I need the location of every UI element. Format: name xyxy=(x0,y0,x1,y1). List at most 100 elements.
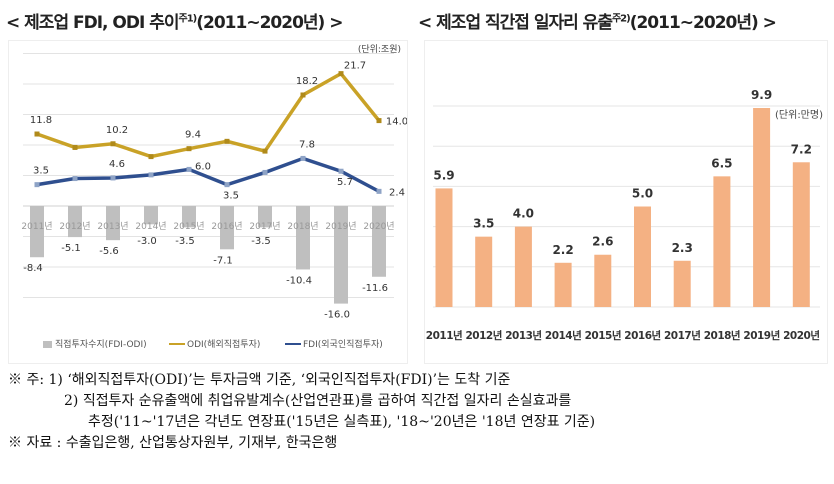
right-title-text: < 제조업 직간접 일자리 유출 xyxy=(418,13,613,33)
right-chart-title: < 제조업 직간접 일자리 유출주2)(2011~2020년) > xyxy=(418,8,777,33)
job-bar xyxy=(753,108,771,307)
odi-point xyxy=(376,118,382,124)
fdi-point xyxy=(34,182,40,188)
net-bar-label: -7.1 xyxy=(213,255,233,266)
left-chart-title: < 제조업 FDI, ODI 추이주1)(2011~2020년) > xyxy=(6,8,343,33)
fdi-point xyxy=(186,166,192,172)
net-bar xyxy=(296,206,310,270)
odi-label: 21.7 xyxy=(344,61,366,72)
job-bar xyxy=(435,188,453,307)
x-tick-label: 2012년 xyxy=(466,329,502,342)
job-bar-label: 4.0 xyxy=(513,207,534,221)
x-tick-label: 2020년 xyxy=(783,329,819,342)
odi-line xyxy=(36,71,381,159)
odi-point xyxy=(338,71,344,77)
job-bar xyxy=(594,254,612,307)
net-bar-label: -5.1 xyxy=(61,243,81,254)
job-bar-label: 2.3 xyxy=(672,241,693,255)
x-tick-label: 2014년 xyxy=(545,329,581,342)
unit-label: (단위:조원) xyxy=(358,44,401,55)
fdi-label: 7.8 xyxy=(299,139,315,150)
x-tick-label: 2011년 xyxy=(426,329,462,342)
fdi-point xyxy=(376,188,382,194)
x-tick-label: 2013년 xyxy=(97,221,128,232)
x-tick-label: 2019년 xyxy=(743,329,779,342)
x-tick-label: 2015년 xyxy=(585,329,621,342)
job-bar xyxy=(673,260,691,307)
x-tick-label: 2011년 xyxy=(21,221,52,232)
note-1: ※ 주: 1) ‘해외직접투자(ODI)’는 투자금액 기준, ‘외국인직접투자… xyxy=(8,372,511,388)
legend-odi-label: ODI(해외직접투자) xyxy=(187,338,260,350)
right-title-period: (2011~2020년) > xyxy=(629,13,777,33)
net-bar-label: -11.6 xyxy=(362,283,388,294)
x-tick-label: 2018년 xyxy=(287,221,318,232)
odi-point xyxy=(72,144,78,150)
x-tick-label: 2017년 xyxy=(664,329,700,342)
odi-point xyxy=(300,92,306,98)
legend-net-swatch xyxy=(43,341,52,348)
x-tick-label: 2015년 xyxy=(173,221,204,232)
net-bar xyxy=(30,206,44,258)
net-bar-label: -3.5 xyxy=(251,236,271,247)
job-bar xyxy=(792,162,810,307)
note-2: 2) 직접투자 순유출액에 취업유발계수(산업연관표)를 곱하여 직간접 일자리… xyxy=(64,393,572,409)
job-bar-label: 9.9 xyxy=(751,88,772,102)
odi-point xyxy=(148,154,154,160)
legend-net-label: 직접투자수지(FDI-ODI) xyxy=(55,338,147,350)
x-tick-label: 2017년 xyxy=(249,221,280,232)
fdi-label: 3.5 xyxy=(223,191,239,202)
unit-label: (단위:만명) xyxy=(775,108,823,121)
net-bar-label: -8.4 xyxy=(23,263,43,274)
odi-point xyxy=(262,148,268,154)
net-bar xyxy=(334,206,348,304)
net-bar xyxy=(106,206,120,241)
fdi-line xyxy=(36,156,380,193)
x-tick-label: 2020년 xyxy=(363,221,394,232)
job-bar-label: 2.2 xyxy=(552,243,573,257)
job-bar-label: 5.9 xyxy=(433,168,454,182)
net-bar-label: -16.0 xyxy=(324,310,350,321)
fdi-point xyxy=(110,175,116,181)
job-bar xyxy=(713,176,731,307)
left-title-text: < 제조업 FDI, ODI 추이 xyxy=(6,13,180,33)
x-tick-label: 2013년 xyxy=(505,329,541,342)
net-bar-label: -10.4 xyxy=(286,275,312,286)
x-tick-label: 2019년 xyxy=(325,221,356,232)
left-title-footnote: 주1) xyxy=(178,13,198,25)
job-bar xyxy=(554,262,572,307)
net-bar xyxy=(372,206,386,277)
note-4: ※ 자료 : 수출입은행, 산업통상자원부, 기재부, 한국은행 xyxy=(8,435,338,451)
odi-point xyxy=(186,146,192,152)
odi-point xyxy=(224,138,230,144)
left-title-period: (2011~2020년) > xyxy=(196,13,343,33)
note-3: 추정('11~'17년은 각년도 연장표('15년은 실측표), '18~'20… xyxy=(88,414,596,430)
fdi-point xyxy=(338,168,344,174)
fdi-label: 4.6 xyxy=(109,159,125,170)
fdi-label: 5.7 xyxy=(337,177,353,188)
job-bar-label: 3.5 xyxy=(473,217,494,231)
job-bar xyxy=(514,226,532,307)
job-bar-label: 2.6 xyxy=(592,235,613,249)
right-title-footnote: 주2) xyxy=(611,13,631,25)
net-bar xyxy=(144,206,158,225)
net-bar-label: -3.5 xyxy=(175,236,195,247)
net-bar xyxy=(258,206,272,228)
net-bar xyxy=(182,206,196,228)
left-chart-panel: (단위:조원) -8.4 2011년 -5.1 2012년 -5.6 2013년 -3.0 20… xyxy=(8,40,408,364)
x-tick-label: 2018년 xyxy=(704,329,740,342)
job-bar-label: 6.5 xyxy=(711,156,732,170)
fdi-point xyxy=(72,176,78,182)
fdi-point xyxy=(262,169,268,175)
fdi-label: 3.5 xyxy=(33,166,49,177)
x-tick-label: 2014년 xyxy=(135,221,166,232)
odi-point xyxy=(34,131,40,137)
net-bar-label: -3.0 xyxy=(137,236,157,247)
odi-point xyxy=(110,141,116,147)
fdi-point xyxy=(300,155,306,161)
footnotes: ※ 주: 1) ‘해외직접투자(ODI)’는 투자금액 기준, ‘외국인직접투자… xyxy=(8,370,595,454)
x-tick-label: 2012년 xyxy=(59,221,90,232)
odi-label: 10.2 xyxy=(106,125,128,136)
odi-label: 14.0 xyxy=(386,117,407,128)
job-bar-label: 7.2 xyxy=(791,142,812,156)
net-bar xyxy=(220,206,234,250)
